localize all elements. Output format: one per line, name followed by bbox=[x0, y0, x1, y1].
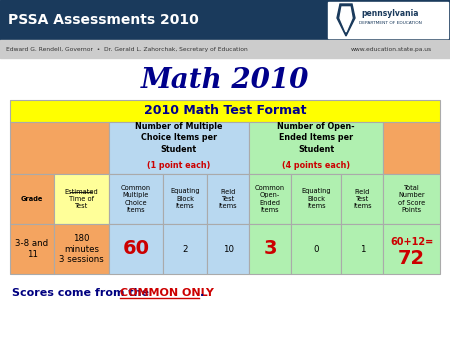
Bar bbox=[342, 174, 383, 224]
Bar bbox=[108, 174, 163, 224]
Text: pennsylvania: pennsylvania bbox=[361, 9, 419, 19]
Text: 0: 0 bbox=[314, 244, 319, 254]
Bar bbox=[10, 174, 54, 224]
Text: 72: 72 bbox=[398, 249, 425, 268]
Text: 180
minutes
3 sessions: 180 minutes 3 sessions bbox=[59, 234, 104, 264]
Bar bbox=[207, 224, 249, 274]
Text: Common
Multiple
Choice
Items: Common Multiple Choice Items bbox=[121, 185, 151, 213]
Text: 10: 10 bbox=[223, 244, 234, 254]
Polygon shape bbox=[337, 4, 355, 36]
Bar bbox=[10, 224, 54, 274]
Bar bbox=[383, 174, 440, 224]
Text: Field
Test
Items: Field Test Items bbox=[219, 189, 238, 210]
Polygon shape bbox=[340, 7, 352, 32]
Bar bbox=[163, 174, 207, 224]
Bar bbox=[54, 174, 108, 224]
Text: 1: 1 bbox=[360, 244, 365, 254]
Bar bbox=[291, 224, 342, 274]
Text: 3-8 and
11: 3-8 and 11 bbox=[15, 239, 49, 259]
Bar bbox=[342, 224, 383, 274]
Bar bbox=[163, 224, 207, 274]
Bar bbox=[249, 174, 291, 224]
Bar bbox=[0, 0, 450, 40]
Text: Common
Open-
Ended
Items: Common Open- Ended Items bbox=[255, 185, 285, 213]
Text: Edward G. Rendell, Governor  •  Dr. Gerald L. Zahorchak, Secretary of Education: Edward G. Rendell, Governor • Dr. Gerald… bbox=[6, 47, 248, 51]
Text: 2: 2 bbox=[182, 244, 188, 254]
Bar bbox=[207, 174, 249, 224]
Bar bbox=[54, 224, 108, 274]
Text: Number of Open-
Ended Items per
Student: Number of Open- Ended Items per Student bbox=[278, 122, 355, 154]
Bar bbox=[328, 2, 448, 38]
Text: 2010 Math Test Format: 2010 Math Test Format bbox=[144, 104, 306, 118]
Bar bbox=[10, 100, 440, 122]
Text: www.education.state.pa.us: www.education.state.pa.us bbox=[351, 47, 432, 51]
Bar bbox=[249, 224, 291, 274]
Text: Math 2010: Math 2010 bbox=[141, 67, 309, 94]
Text: .: . bbox=[200, 288, 204, 298]
Text: Number of Multiple
Choice Items per
Student: Number of Multiple Choice Items per Stud… bbox=[135, 122, 223, 154]
Bar bbox=[0, 40, 450, 58]
Text: PSSA Assessments 2010: PSSA Assessments 2010 bbox=[8, 13, 199, 27]
Bar bbox=[108, 122, 249, 174]
Text: 60: 60 bbox=[122, 240, 149, 259]
Bar bbox=[291, 174, 342, 224]
Bar bbox=[10, 122, 108, 174]
Text: Scores come from the: Scores come from the bbox=[12, 288, 153, 298]
Text: Estimated
Time of
Test: Estimated Time of Test bbox=[64, 189, 98, 210]
Text: 3: 3 bbox=[263, 240, 277, 259]
Text: DEPARTMENT OF EDUCATION: DEPARTMENT OF EDUCATION bbox=[359, 21, 422, 25]
Text: (1 point each): (1 point each) bbox=[147, 161, 211, 169]
Text: 60+12=: 60+12= bbox=[390, 237, 433, 247]
Bar bbox=[249, 122, 383, 174]
Text: COMMON ONLY: COMMON ONLY bbox=[120, 288, 214, 298]
Text: Equating
Block
Items: Equating Block Items bbox=[302, 189, 331, 210]
Text: Field
Test
Items: Field Test Items bbox=[353, 189, 372, 210]
Text: (4 points each): (4 points each) bbox=[282, 161, 350, 169]
Text: Equating
Block
Items: Equating Block Items bbox=[171, 189, 200, 210]
Bar bbox=[383, 224, 440, 274]
Bar bbox=[383, 122, 440, 174]
Text: Grade: Grade bbox=[21, 196, 43, 202]
Bar bbox=[108, 224, 163, 274]
Text: Total
Number
of Score
Points: Total Number of Score Points bbox=[398, 185, 425, 213]
